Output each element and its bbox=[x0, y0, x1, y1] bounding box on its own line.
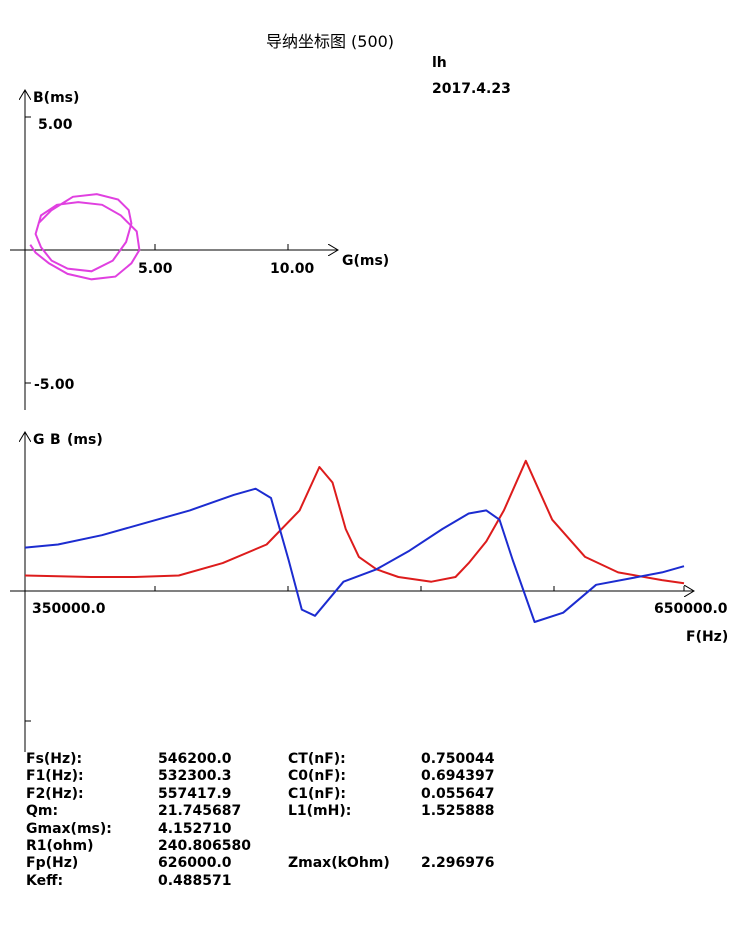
x-max-label: 650000.0 bbox=[654, 601, 728, 617]
parameter-label: Keff: bbox=[26, 872, 64, 889]
legend-g: G bbox=[33, 432, 45, 448]
admittance-y-axis-label: B(ms) bbox=[33, 90, 79, 106]
parameter-value: 626000.0 bbox=[158, 855, 232, 872]
parameter-value: 240.806580 bbox=[158, 838, 251, 854]
y-tick-label: 5.00 bbox=[38, 117, 73, 133]
admittance-axes: B(ms) G(ms) 5.00 -5.00 5.00 10.00 bbox=[10, 90, 389, 410]
parameter-value: 0.750044 bbox=[421, 751, 495, 767]
y-tick-label: -5.00 bbox=[34, 377, 75, 393]
x-tick-label: 5.00 bbox=[138, 261, 173, 277]
parameter-value: 532300.3 bbox=[158, 768, 232, 785]
parameter-label: Fs(Hz): bbox=[26, 751, 83, 767]
date-label: 2017.4.23 bbox=[432, 81, 511, 97]
parameter-value: 0.055647 bbox=[421, 785, 495, 802]
frequency-curve-layer bbox=[24, 459, 685, 623]
parameter-value: 557417.9 bbox=[158, 785, 232, 802]
parameter-value: 0.694397 bbox=[421, 768, 495, 785]
chart-title: 导纳坐标图 (500) bbox=[265, 32, 395, 51]
parameter-value: 1.525888 bbox=[421, 803, 495, 820]
frequency-x-axis-label: F(Hz) bbox=[686, 629, 728, 645]
parameter-label: CT(nF): bbox=[288, 751, 346, 767]
parameter-value: 21.745687 bbox=[158, 803, 242, 820]
parameter-label: Fp(Hz) bbox=[26, 855, 79, 872]
legend-b: B bbox=[50, 432, 61, 448]
parameter-label: Gmax(ms): bbox=[26, 820, 112, 837]
parameter-label: F2(Hz): bbox=[26, 785, 84, 802]
parameter-label: L1(mH): bbox=[288, 803, 352, 820]
parameter-value: 2.296976 bbox=[421, 855, 495, 872]
parameter-label: R1(ohm) bbox=[26, 838, 94, 854]
x-tick-label: 10.00 bbox=[270, 261, 315, 277]
parameter-label: C1(nF): bbox=[288, 785, 346, 802]
parameter-label: Zmax(kOhm) bbox=[288, 855, 390, 872]
series-g-line bbox=[24, 459, 685, 585]
admittance-curve-layer bbox=[29, 193, 141, 281]
frequency-axes: G B (ms) 350000.0 650000.0 F(Hz) bbox=[10, 432, 728, 752]
parameter-value: 4.152710 bbox=[158, 820, 232, 837]
parameter-label: F1(Hz): bbox=[26, 768, 84, 785]
frequency-unit-label: (ms) bbox=[67, 432, 103, 448]
x-min-label: 350000.0 bbox=[32, 601, 106, 617]
admittance-curve bbox=[29, 193, 141, 281]
user-label: lh bbox=[432, 55, 447, 71]
admittance-x-axis-label: G(ms) bbox=[342, 253, 389, 269]
parameter-value: 546200.0 bbox=[158, 751, 232, 767]
parameter-label: Qm: bbox=[26, 803, 59, 820]
parameter-label: C0(nF): bbox=[288, 768, 346, 785]
series-b-line bbox=[24, 487, 685, 623]
parameter-value: 0.488571 bbox=[158, 872, 232, 889]
